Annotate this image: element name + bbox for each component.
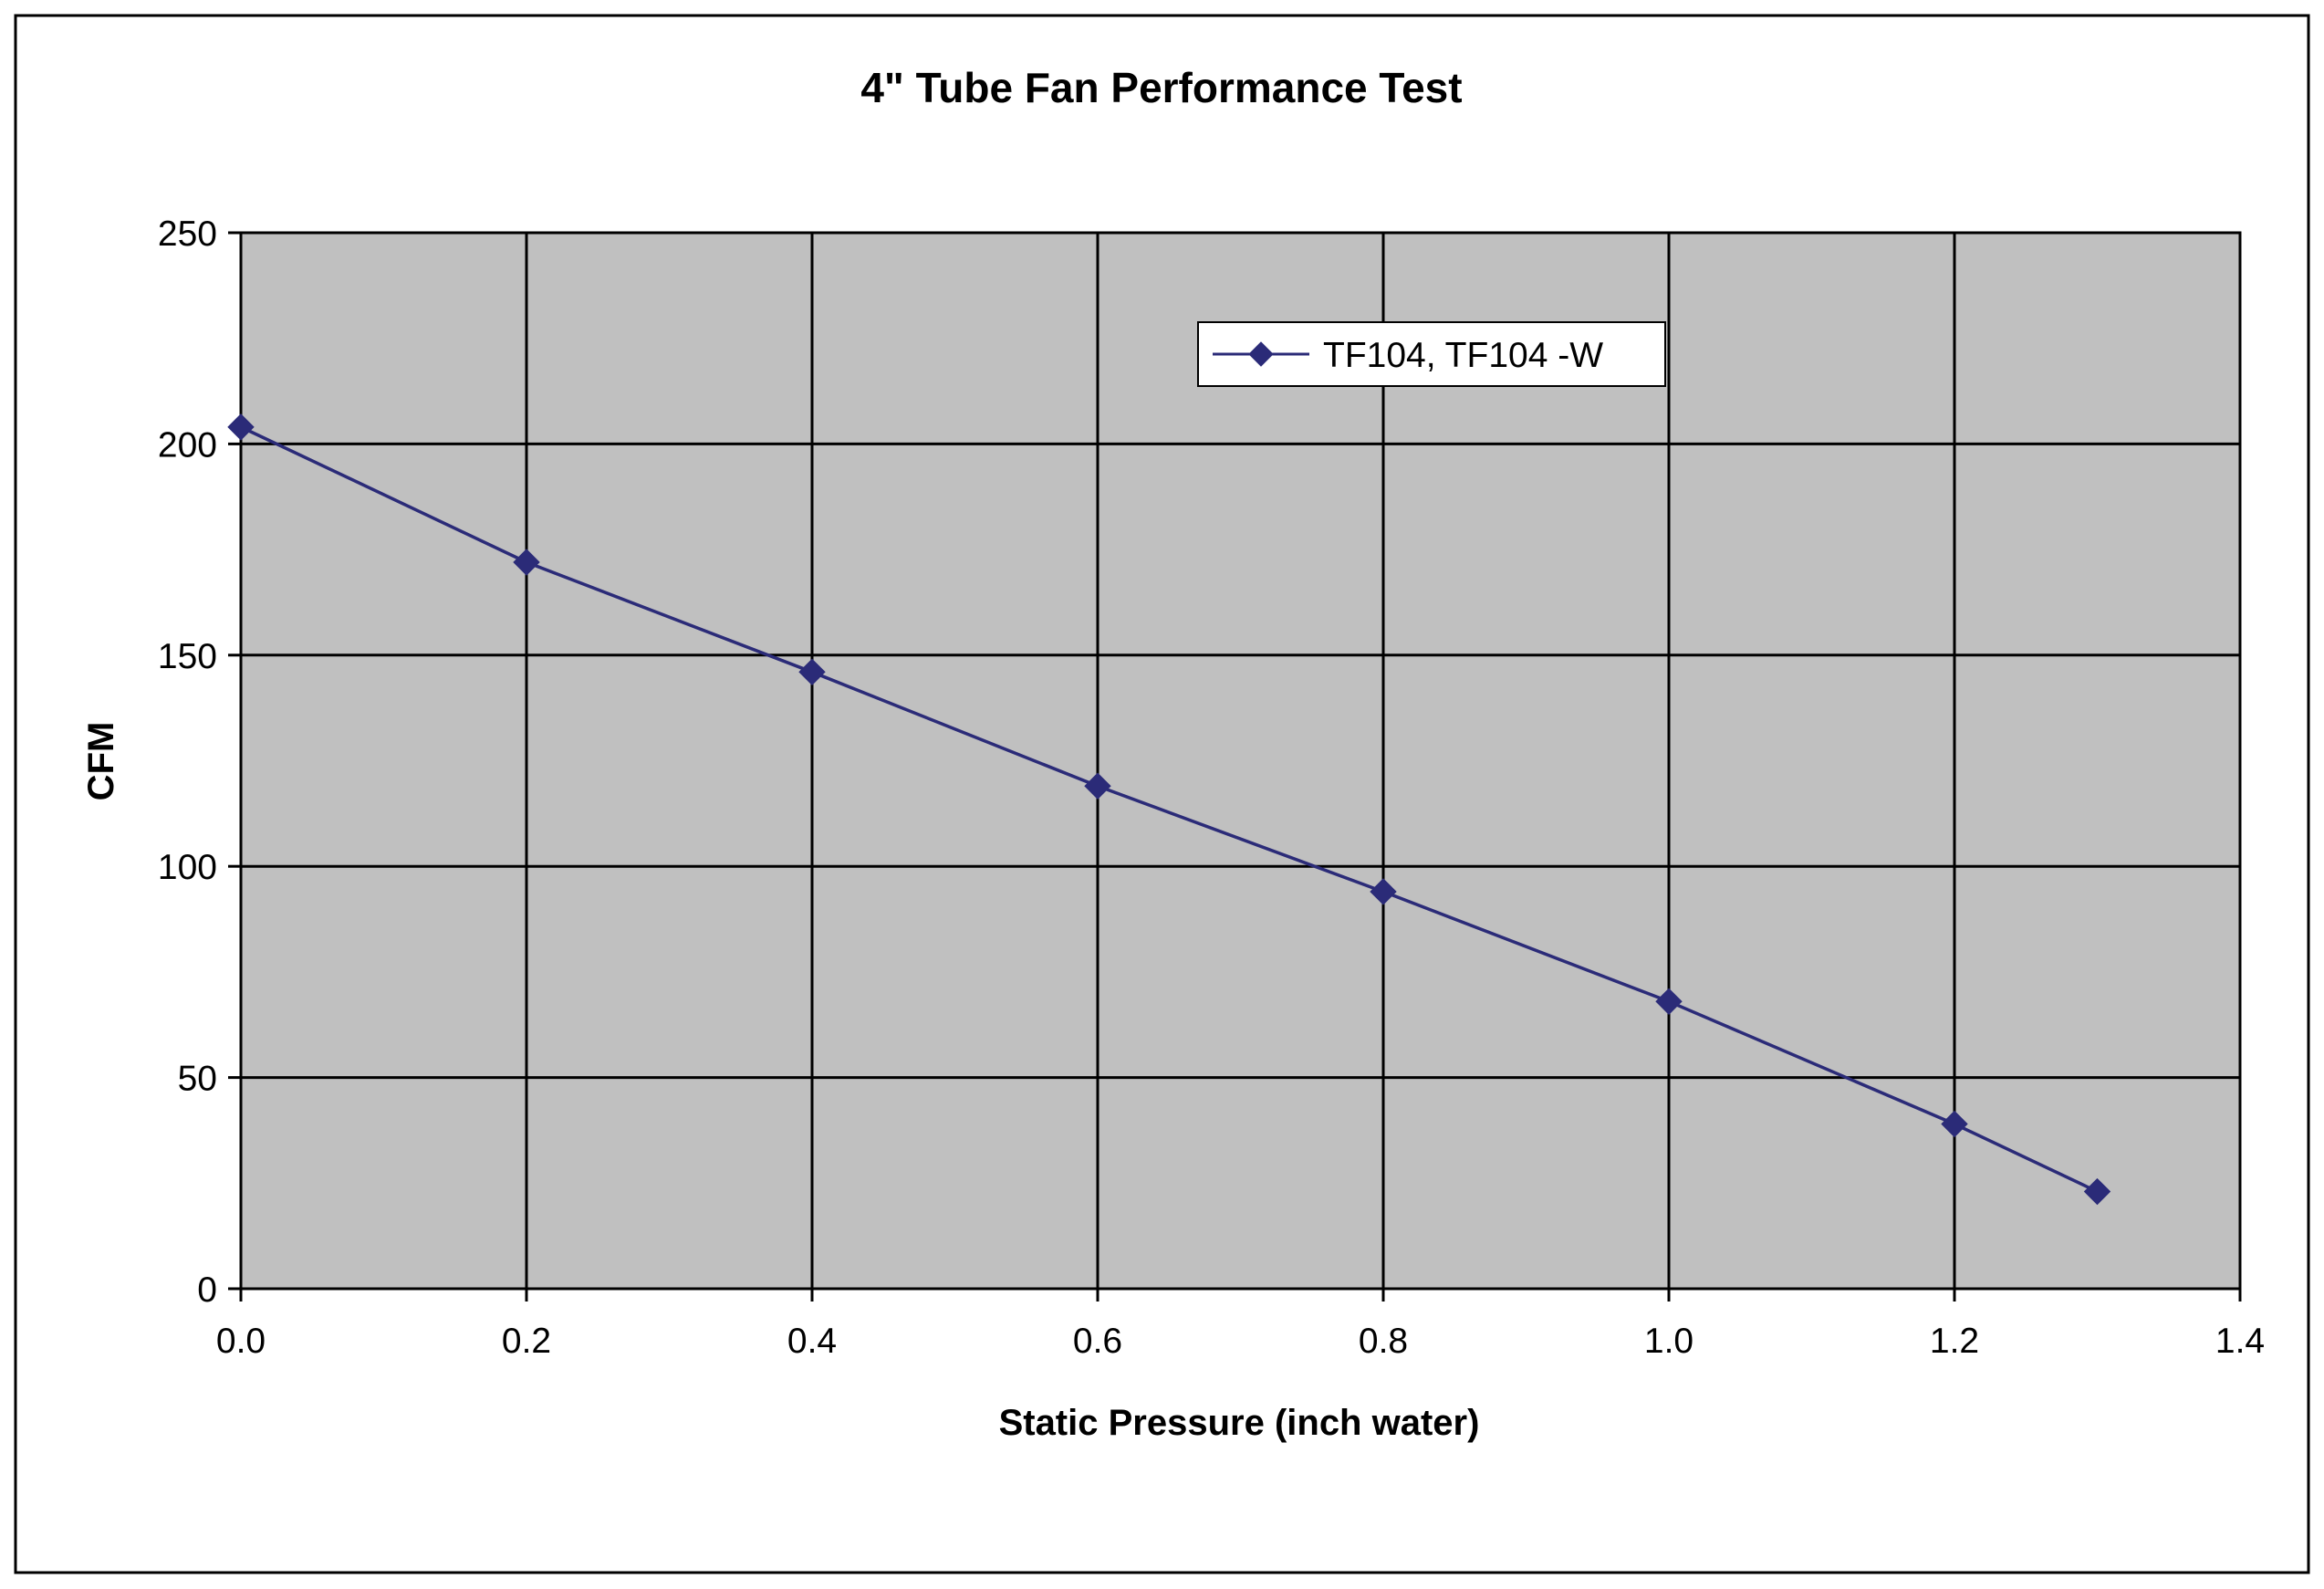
legend-label: TF104, TF104 -W: [1323, 336, 1603, 375]
data-point-marker: [2083, 1177, 2111, 1206]
legend: TF104, TF104 -W: [1197, 321, 1666, 387]
y-tick-label: 0: [197, 1270, 217, 1310]
x-tick-label: 0.2: [502, 1322, 551, 1361]
x-tick-label: 1.4: [2215, 1322, 2265, 1361]
y-tick-label: 50: [178, 1060, 217, 1099]
series: [227, 413, 2111, 1206]
data-point-marker: [513, 549, 540, 576]
series-line: [240, 425, 2099, 1194]
data-point-marker: [1941, 1110, 1968, 1138]
plot-area: [241, 233, 2240, 1289]
x-tick-label: 0.6: [1073, 1322, 1122, 1361]
x-axis-title: Static Pressure (inch water): [999, 1403, 1480, 1443]
y-axis-title: CFM: [81, 722, 121, 801]
x-tick-label: 1.2: [1930, 1322, 1979, 1361]
x-tick-label: 0.0: [216, 1322, 266, 1361]
x-tick-label: 1.0: [1644, 1322, 1693, 1361]
plot-border: [239, 231, 2242, 1291]
legend-marker: [1248, 341, 1274, 367]
data-point-marker: [1370, 878, 1397, 905]
x-tick-label: 0.8: [1359, 1322, 1408, 1361]
y-tick-label: 200: [158, 425, 217, 465]
y-tick-label: 150: [158, 637, 217, 676]
y-tick-label: 250: [158, 214, 217, 254]
data-point-marker: [1084, 772, 1111, 800]
y-tick-label: 100: [158, 848, 217, 887]
data-point-marker: [227, 413, 255, 441]
data-point-marker: [1655, 988, 1683, 1016]
chart-title: 4" Tube Fan Performance Test: [860, 64, 1462, 111]
axis-ticks: 0.0 0.2 0.4 0.6 0.8 1.0 1.2 1.4 0 50 100 150 200 250: [158, 214, 2265, 1361]
data-point-marker: [798, 658, 826, 686]
x-tick-label: 0.4: [787, 1322, 837, 1361]
